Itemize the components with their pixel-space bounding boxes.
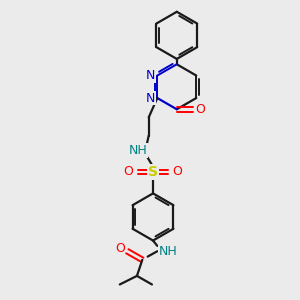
Text: O: O xyxy=(195,103,205,116)
Text: N: N xyxy=(146,92,156,104)
Text: N: N xyxy=(146,69,156,82)
Text: O: O xyxy=(123,166,133,178)
Text: S: S xyxy=(148,165,158,179)
Text: O: O xyxy=(173,166,183,178)
Text: O: O xyxy=(115,242,125,254)
Text: NH: NH xyxy=(159,245,177,258)
Text: NH: NH xyxy=(129,144,147,157)
